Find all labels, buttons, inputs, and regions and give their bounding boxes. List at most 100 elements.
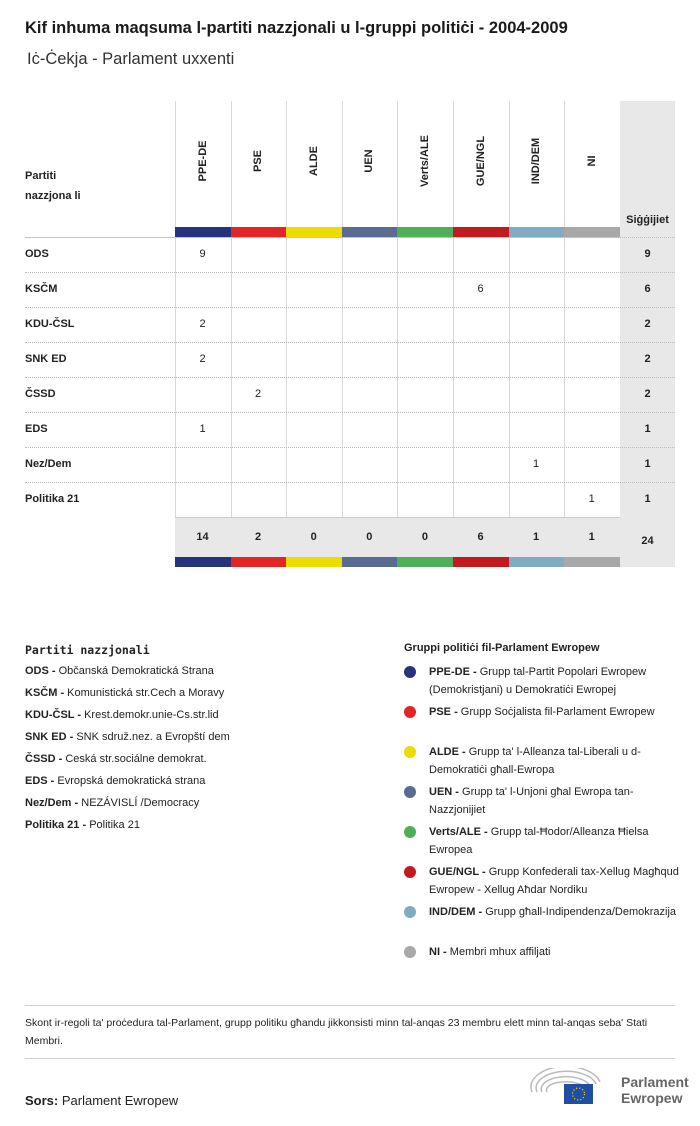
- seat-cell: 6: [477, 283, 484, 295]
- group-color-bar: [230, 557, 287, 567]
- party-full-name: Občanská Demokratická Strana: [58, 665, 214, 677]
- party-legend-item: ODS - Občanská Demokratická Strana: [25, 665, 230, 687]
- group-abbr: Verts/ALE -: [429, 826, 488, 838]
- group-total: 0: [421, 531, 428, 543]
- group-name: IND/DEM: [530, 137, 543, 185]
- party-full-name: Krest.demokr.unie-Cs.str.lid: [84, 709, 219, 721]
- column-divider: [453, 101, 454, 517]
- party-abbr: SNK ED -: [25, 731, 74, 743]
- group-full-name: Grupp ta' l-Unjoni għal Ewropa tan-Nazzj…: [429, 786, 634, 816]
- page-title: Kif inhuma maqsuma l-partiti nazzjonali …: [25, 19, 568, 37]
- group-column-header: NI: [564, 101, 619, 227]
- group-color-bar: [508, 557, 565, 567]
- group-color-bar: [286, 557, 342, 567]
- group-column-header: Verts/ALE: [397, 101, 452, 227]
- group-name: PPE-DE: [196, 140, 209, 182]
- party-legend-item: EDS - Evropská demokratická strana: [25, 775, 230, 797]
- total-column-header: Siġġijiet: [626, 214, 669, 226]
- seat-cell: 1: [588, 493, 595, 505]
- group-color-bar: [564, 227, 620, 237]
- group-color-bar: [397, 227, 453, 237]
- table-row: KDU-ČSL 2 2: [25, 307, 675, 342]
- group-total: 6: [477, 531, 484, 543]
- group-legend-item: NI - Membri mhux affiljati: [404, 943, 679, 983]
- party-name: Politika 21: [25, 493, 80, 505]
- group-legend-item: GUE/NGL - Grupp Konfederali tax-Xellug M…: [404, 863, 679, 903]
- group-color-bar: [230, 227, 287, 237]
- group-color-bar: [453, 557, 509, 567]
- footnote: Skont ir-regoli ta' proċedura tal-Parlam…: [25, 1017, 648, 1047]
- group-color-dot-icon: [404, 706, 416, 718]
- group-full-name: Grupp tal-Ħodor/Alleanza Ħielsa Ewropea: [429, 826, 649, 856]
- group-abbr: NI -: [429, 946, 447, 958]
- grand-total: 24: [641, 535, 654, 547]
- seat-cell: 2: [199, 318, 206, 330]
- party-name: ODS: [25, 248, 49, 260]
- party-name: ČSSD: [25, 388, 56, 400]
- party-full-name: Politika 21: [89, 819, 140, 831]
- party-name: EDS: [25, 423, 48, 435]
- row-total: 1: [644, 458, 651, 470]
- party-legend-item: Nez/Dem - NEZÁVISLÍ /Democracy: [25, 797, 230, 819]
- hemicycle-flag-icon: [530, 1065, 601, 1104]
- group-name: UEN: [363, 149, 376, 173]
- party-legend-item: KDU-ČSL - Krest.demokr.unie-Cs.str.lid: [25, 709, 230, 731]
- group-color-dot-icon: [404, 746, 416, 758]
- group-legend-item: ALDE - Grupp ta' l-Alleanza tal-Liberali…: [404, 743, 679, 783]
- table-row: SNK ED 2 2: [25, 342, 675, 377]
- logo-line1: Parlament: [621, 1074, 689, 1090]
- column-divider: [508, 101, 510, 517]
- group-full-name: Grupp tal-Partit Popolari Ewropew (Demok…: [429, 666, 647, 696]
- group-full-name: Grupp Soċjalista fil-Parlament Ewropew: [460, 706, 655, 718]
- source: Sors: Parlament Ewropew: [25, 1093, 178, 1108]
- group-name: Verts/ALE: [418, 135, 431, 187]
- group-color-bar: [397, 557, 453, 567]
- row-total: 1: [644, 423, 651, 435]
- group-total: 0: [366, 531, 373, 543]
- group-column-header: GUE/NGL: [453, 101, 508, 227]
- group-full-name: Grupp għall-Indipendenza/Demokrazija: [485, 906, 677, 918]
- group-legend-item: UEN - Grupp ta' l-Unjoni għal Ewropa tan…: [404, 783, 679, 823]
- divider: [25, 1058, 675, 1059]
- european-parliament-logo: Parlament Ewropew: [530, 1065, 689, 1108]
- group-color-bar: [453, 227, 509, 237]
- group-color-dot-icon: [404, 666, 416, 678]
- group-total: 1: [588, 531, 595, 543]
- row-total: 9: [644, 248, 651, 260]
- group-name: GUE/NGL: [474, 135, 487, 187]
- source-label: Sors:: [25, 1093, 59, 1108]
- source-value: Parlament Ewropew: [61, 1093, 179, 1108]
- group-name: NI: [585, 155, 598, 167]
- group-color-dot-icon: [404, 946, 416, 958]
- row-total: 6: [644, 283, 651, 295]
- party-abbr: KDU-ČSL -: [25, 709, 82, 721]
- page-subtitle: Iċ-Ċekja - Parlament uxxenti: [27, 50, 235, 68]
- party-name: KDU-ČSL: [25, 318, 75, 330]
- group-full-name: Grupp Konfederali tax-Xellug Magħqud Ewr…: [429, 866, 679, 896]
- group-total: 14: [196, 531, 209, 543]
- group-legend: Gruppi politiċi fil-Parlament Ewropew PP…: [404, 642, 679, 983]
- group-abbr: UEN -: [429, 786, 459, 798]
- group-legend-title: Gruppi politiċi fil-Parlament Ewropew: [404, 642, 600, 654]
- group-color-bar: [175, 557, 231, 567]
- group-column-header: PSE: [231, 101, 286, 227]
- group-color-dot-icon: [404, 786, 416, 798]
- group-column-header: IND/DEM: [509, 101, 564, 227]
- seat-cell: 2: [255, 388, 262, 400]
- party-legend-title: Partiti nazzjonali: [25, 643, 150, 657]
- group-legend-item: IND/DEM - Grupp għall-Indipendenza/Demok…: [404, 903, 679, 943]
- seat-distribution-table: Partiti nazzjona li Siġġijiet 14 2 0 0 0 6 1 1 …: [25, 101, 675, 567]
- group-color-dot-icon: [404, 866, 416, 878]
- column-divider: [175, 101, 176, 517]
- party-full-name: Ceská str.sociálne demokrat.: [65, 753, 207, 765]
- table-row: ČSSD 2 2: [25, 377, 675, 412]
- group-column-header: PPE-DE: [175, 101, 230, 227]
- column-divider: [397, 101, 399, 517]
- total-column-bg: [620, 101, 675, 567]
- group-full-name: Membri mhux affiljati: [449, 946, 551, 958]
- group-total: 1: [533, 531, 540, 543]
- logo-line2: Ewropew: [621, 1090, 683, 1106]
- group-color-bar: [564, 557, 620, 567]
- seat-cell: 1: [533, 458, 540, 470]
- group-column-header: ALDE: [286, 101, 341, 227]
